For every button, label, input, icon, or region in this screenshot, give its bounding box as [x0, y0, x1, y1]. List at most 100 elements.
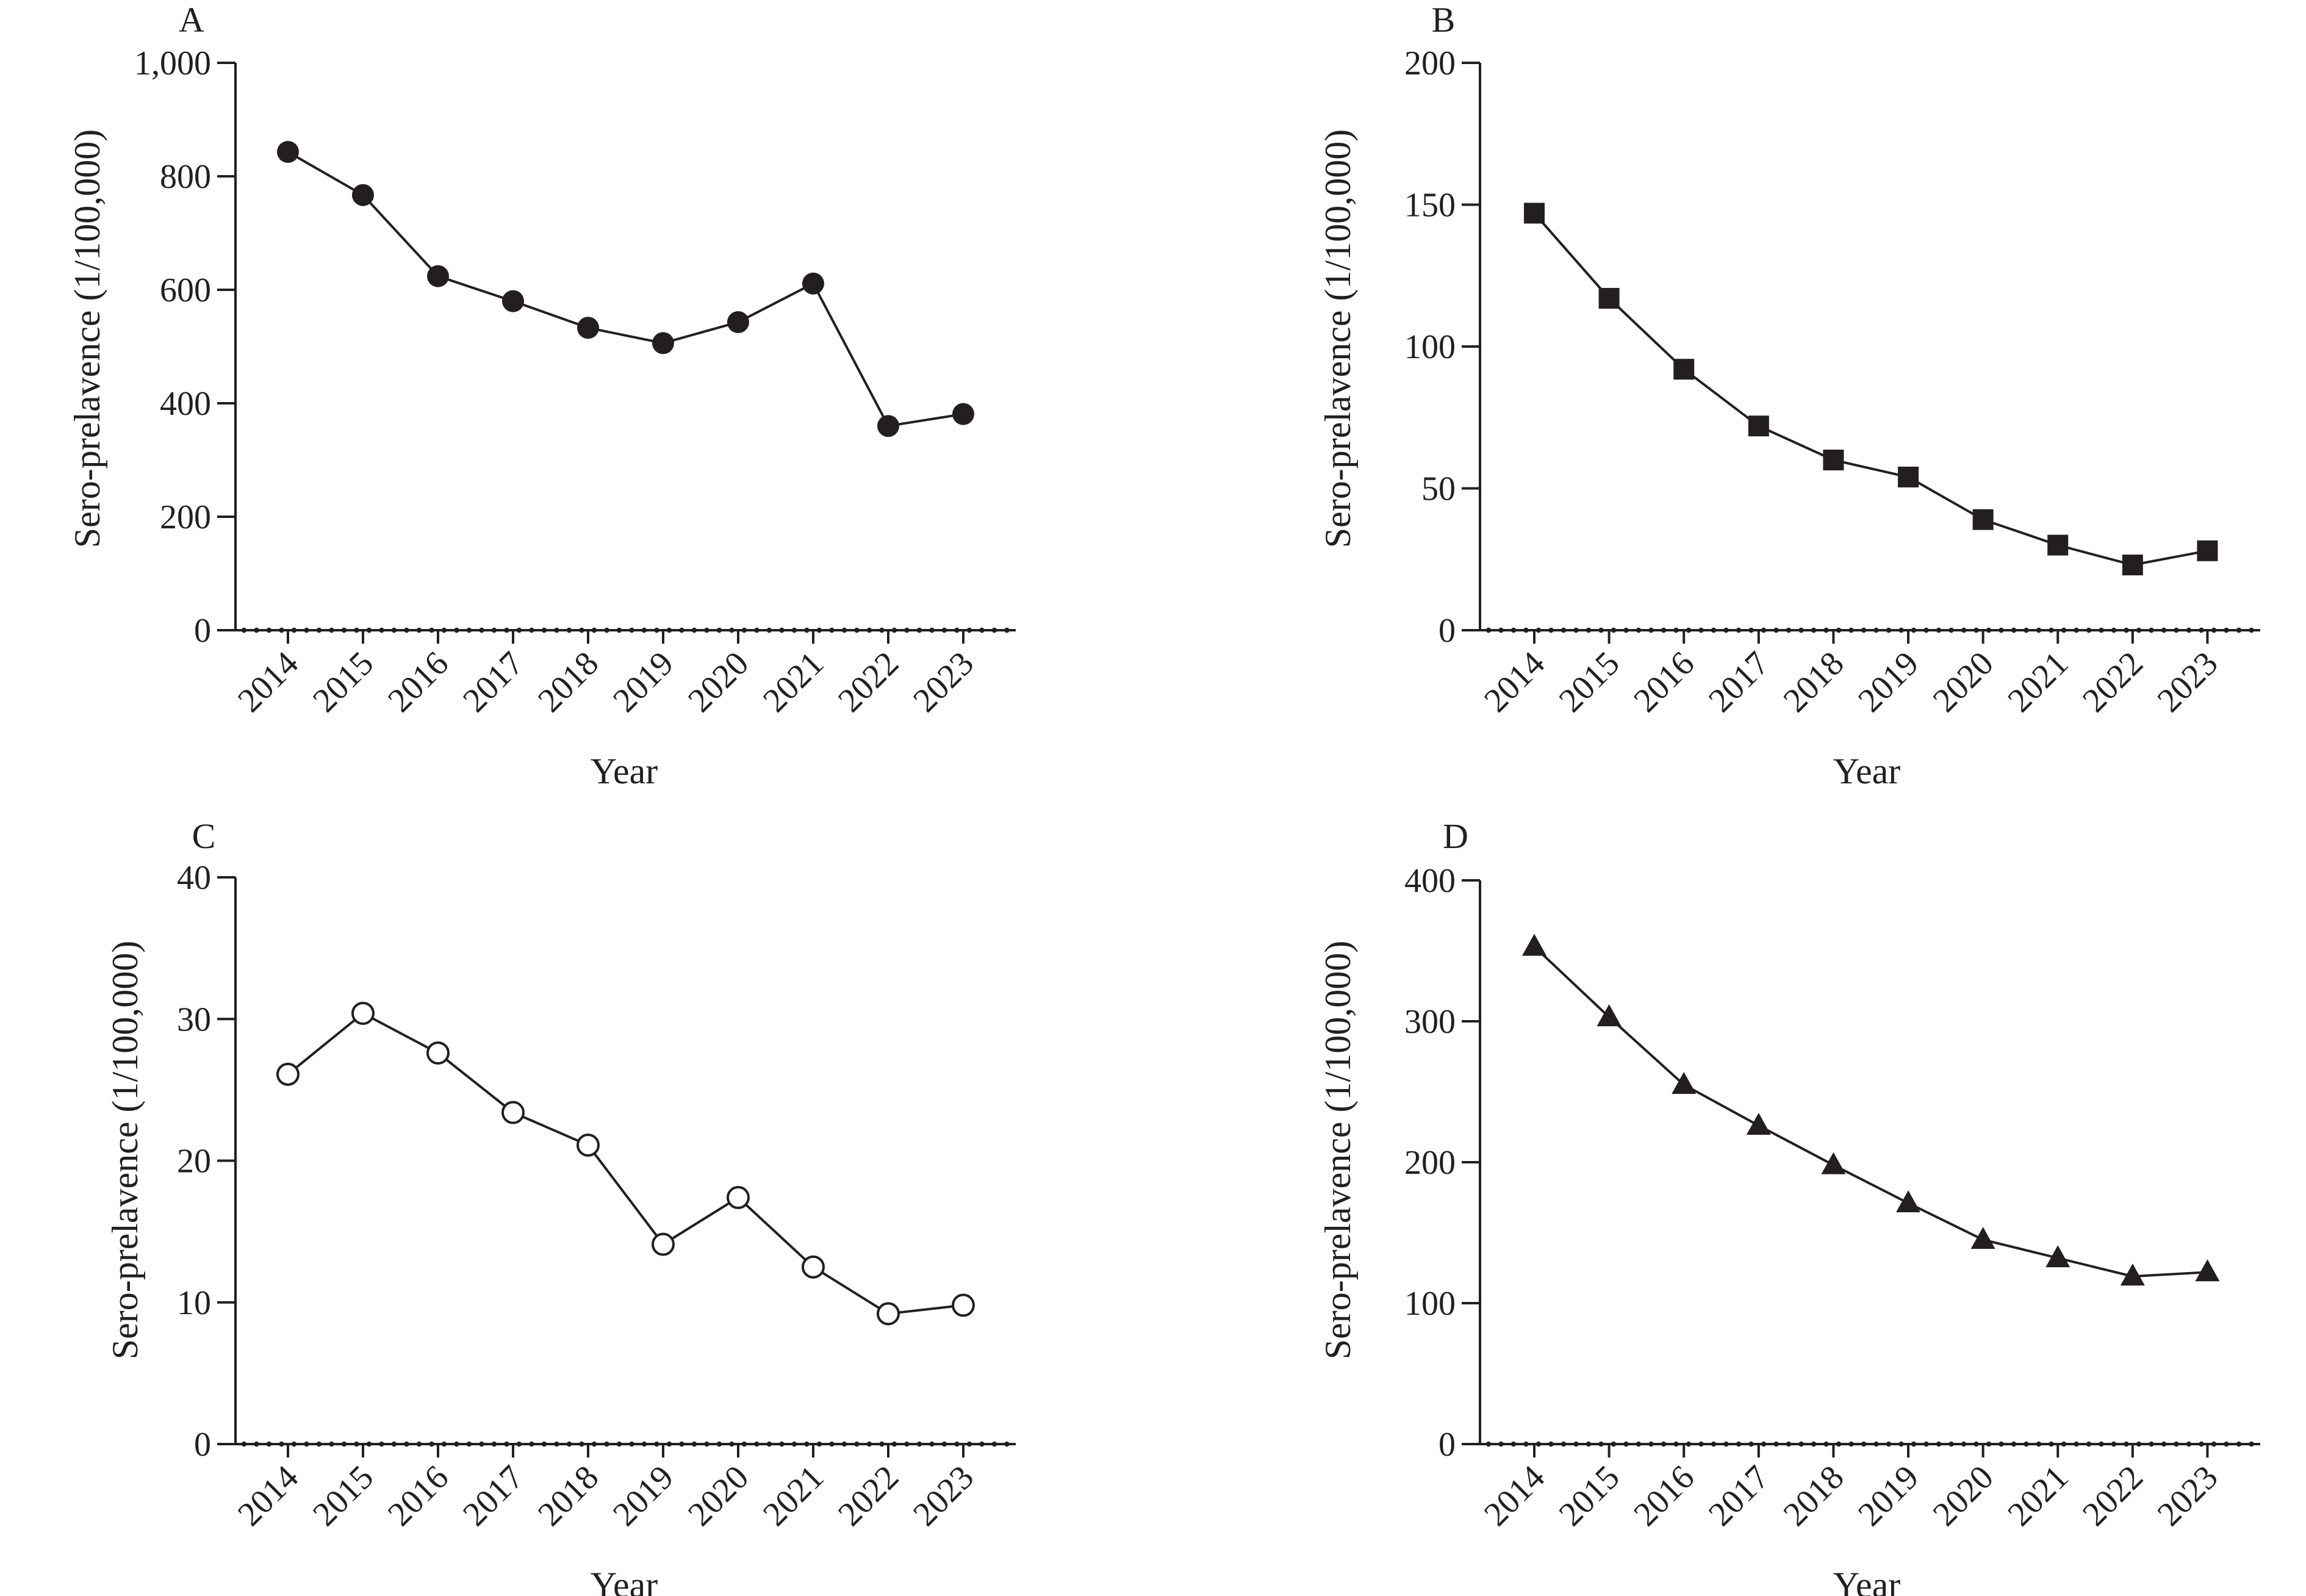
panel-c-baseline-dot [504, 1441, 509, 1447]
panel-d-data-point [1821, 1152, 1846, 1174]
panel-b-baseline-dot [1823, 627, 1829, 633]
panel-a-baseline-dot [716, 627, 722, 633]
panel-d-data-point [2120, 1264, 2145, 1286]
panel-a-data-point [277, 141, 299, 164]
panel-a-baseline-dot [766, 627, 772, 633]
panel-c-baseline-dot [604, 1441, 609, 1447]
panel-b-data-point [2197, 540, 2218, 561]
panel-c-baseline-dot [566, 1441, 572, 1447]
panel-c-baseline-dot [879, 1441, 885, 1447]
panel-d-baseline-dot [1748, 1441, 1754, 1447]
panel-d-baseline-dot [1736, 1441, 1742, 1447]
panel-c-baseline-dot [316, 1441, 322, 1447]
panel-d-baseline-dot [2224, 1441, 2229, 1447]
panel-c-baseline-dot [454, 1441, 459, 1447]
panel-a-x-axis-title: Year [591, 751, 658, 791]
panel-b-baseline-dot [1798, 627, 1804, 633]
panel-b-baseline-dot [1736, 627, 1742, 633]
panel-a-baseline-dot [316, 627, 322, 633]
panel-c-y-axis-title: Sero-prelavence (1/100,000) [105, 941, 145, 1359]
panel-d-y-tick-label: 100 [1404, 1285, 1456, 1323]
panel-c-data-point [952, 1293, 975, 1317]
panel-d-baseline-dot [1949, 1441, 1954, 1447]
panel-c-baseline-dot [954, 1441, 960, 1447]
panel-c-y-tick-label: 0 [194, 1426, 211, 1464]
panel-b-data-point [2047, 534, 2069, 556]
panel-a-baseline-dot [704, 627, 709, 633]
panel-d-y-tick-label: 0 [1439, 1426, 1456, 1464]
panel-a-series-line [287, 151, 964, 428]
panel-d-baseline-dot [1848, 1441, 1854, 1447]
panel-d-baseline-dot [2161, 1441, 2167, 1447]
panel-d-baseline-dot [2149, 1441, 2154, 1447]
panel-a-baseline-dot [791, 627, 797, 633]
panel-b-baseline-dot [2024, 627, 2029, 633]
panel-d-baseline-dot [1723, 1441, 1729, 1447]
panel-d-baseline-dot [2061, 1441, 2067, 1447]
panel-a-baseline-dot [404, 627, 409, 633]
panel-b-baseline-dot [1485, 627, 1492, 633]
panel-a-y-axis-title: Sero-prelavence (1/100,000) [67, 129, 107, 548]
panel-c-data-point [276, 1062, 300, 1086]
panel-d-baseline-dot [2136, 1441, 2142, 1447]
panel-c-baseline-dot [579, 1441, 584, 1447]
panel-b-baseline-dot [1698, 627, 1704, 633]
panel-c-data-point [877, 1302, 900, 1326]
panel-c-y-tick-label: 10 [177, 1284, 211, 1322]
panel-a-baseline-dot [466, 627, 472, 633]
panel-c-baseline-dot [391, 1441, 397, 1447]
panel-c-baseline-dot [554, 1441, 559, 1447]
panel-c-baseline-dot [354, 1441, 359, 1447]
panel-a-baseline-dot [266, 627, 272, 633]
panel-d-data-point [1597, 1004, 1622, 1027]
panel-c-baseline-dot [979, 1441, 985, 1447]
panel-d-baseline-dot [2011, 1441, 2017, 1447]
panel-b-y-tick-label: 50 [1421, 470, 1456, 508]
panel-d-baseline-dot [2249, 1441, 2254, 1447]
panel-c-y-tick-label: 40 [177, 859, 211, 897]
panel-d-baseline-dot [1986, 1441, 1992, 1447]
panel-d-baseline-dot [1561, 1441, 1567, 1447]
panel-d-label: D [1443, 816, 1468, 856]
panel-d-baseline-dot [1673, 1441, 1679, 1447]
panel-b-baseline-dot [2074, 627, 2079, 633]
panel-b-data-point [1898, 466, 1919, 487]
panel-a-baseline-dot [566, 627, 572, 633]
panel-c-data-point [652, 1232, 675, 1256]
panel-a-baseline-dot [454, 627, 459, 633]
panel-a-baseline-dot [841, 627, 847, 633]
panel-d-baseline-dot [1498, 1441, 1504, 1447]
panel-b-baseline-dot [1873, 627, 1879, 633]
panel-b-baseline-dot [2011, 627, 2017, 633]
panel-c-baseline-dot [466, 1441, 472, 1447]
panel-b-baseline-dot [2036, 627, 2042, 633]
panel-b-y-axis-title: Sero-prelavence (1/100,000) [1318, 129, 1358, 548]
panel-a-baseline-dot [829, 627, 835, 633]
panel-a-data-point [877, 415, 899, 437]
panel-a-data-point [727, 311, 749, 334]
panel-a-y-tick-label: 800 [160, 158, 211, 196]
panel-b-baseline-dot [1999, 627, 2004, 633]
panel-b-baseline-dot [1811, 627, 1817, 633]
panel-d-baseline-dot [1798, 1441, 1804, 1447]
panel-d-baseline-dot [1836, 1441, 1842, 1447]
panel-b-baseline-dot [1748, 627, 1754, 633]
panel-b-baseline-dot [1536, 627, 1542, 633]
panel-c-baseline-dot [741, 1441, 747, 1447]
panel-b-y-tick-label: 100 [1404, 328, 1456, 366]
panel-c-baseline-dot [629, 1441, 634, 1447]
panel-b-baseline-dot [2124, 627, 2129, 633]
panel-d-baseline-dot [2049, 1441, 2054, 1447]
panel-c-baseline-dot [704, 1441, 709, 1447]
panel-a-baseline-dot [329, 627, 334, 633]
panel-b-baseline-dot [2161, 627, 2167, 633]
panel-d-baseline-dot [1936, 1441, 1942, 1447]
panel-c-baseline-dot [241, 1441, 247, 1447]
panel-a-y-tick-label: 400 [160, 385, 211, 423]
panel-c-baseline-dot [416, 1441, 422, 1447]
panel-b-baseline-dot [1886, 627, 1892, 633]
panel-b-baseline-dot [1861, 627, 1867, 633]
panel-d-y-tick-label: 200 [1404, 1144, 1456, 1182]
panel-c-y-tick-label: 20 [177, 1143, 211, 1181]
panel-b-baseline-dot [1636, 627, 1642, 633]
